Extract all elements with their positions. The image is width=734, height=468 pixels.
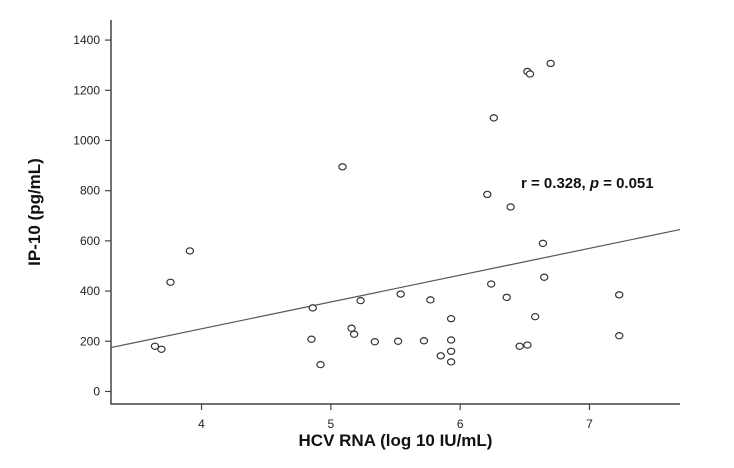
data-point (446, 347, 456, 355)
data-point (349, 330, 359, 338)
data-point (347, 324, 356, 332)
data-point (157, 345, 166, 353)
y-tick-label: 0 (93, 384, 100, 398)
data-points (150, 59, 624, 369)
data-point (370, 338, 380, 346)
data-point (307, 335, 316, 343)
y-tick-label: 400 (80, 284, 100, 298)
annotation-r-value: r = 0.328, (521, 175, 590, 192)
data-point (483, 190, 492, 199)
axis-ticks: 0 200 400 600 800 1000 1200 1400 4 5 6 7 (73, 33, 593, 431)
data-point (446, 314, 456, 323)
x-axis-title: HCV RNA (log 10 IU/mL) (299, 431, 493, 450)
data-point (150, 342, 160, 350)
data-point (338, 163, 347, 171)
data-point (506, 203, 515, 211)
x-tick-label: 7 (586, 417, 593, 431)
data-point (426, 296, 435, 304)
y-axis-title: IP-10 (pg/mL) (25, 158, 44, 266)
data-point (396, 290, 405, 298)
data-point (308, 304, 317, 312)
data-point (419, 337, 429, 345)
data-point (356, 296, 365, 305)
axes (110, 20, 680, 405)
data-point (615, 332, 624, 340)
data-point (393, 337, 403, 345)
y-tick-label: 1200 (73, 83, 100, 97)
data-point (530, 312, 540, 321)
data-point (489, 114, 498, 122)
data-point (185, 247, 195, 255)
data-point (538, 239, 548, 248)
y-tick-label: 200 (80, 334, 100, 348)
data-point (166, 278, 175, 286)
y-tick-label: 600 (80, 234, 100, 248)
regression-line (110, 228, 681, 349)
x-tick-label: 5 (327, 417, 334, 431)
annotation-p-value: = 0.051 (599, 175, 654, 192)
y-tick-label: 800 (80, 184, 100, 198)
y-tick-label: 1400 (73, 33, 100, 47)
annotation-p-symbol: p (589, 175, 599, 192)
data-point (523, 341, 532, 349)
data-point (525, 70, 535, 78)
regression-line-layer (110, 228, 681, 349)
y-tick-label: 1000 (73, 133, 100, 147)
data-point (546, 59, 555, 68)
data-point (446, 358, 456, 366)
data-point (615, 291, 624, 299)
data-point (502, 293, 511, 302)
data-point (486, 280, 496, 288)
data-point (436, 352, 445, 360)
data-point (540, 273, 549, 281)
data-point (316, 360, 325, 369)
x-tick-label: 4 (198, 417, 205, 431)
correlation-annotation: r = 0.328, p = 0.051 (521, 175, 654, 192)
x-tick-label: 6 (457, 417, 464, 431)
data-point (515, 342, 524, 350)
data-point (446, 336, 456, 344)
